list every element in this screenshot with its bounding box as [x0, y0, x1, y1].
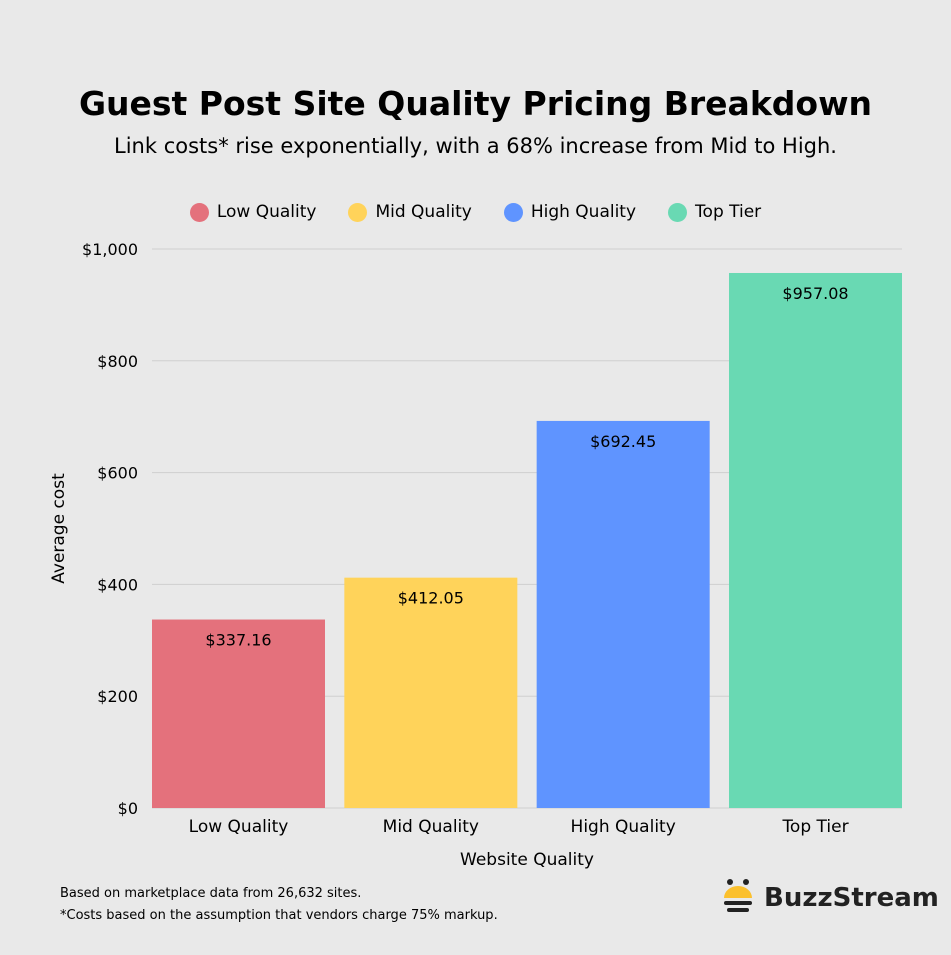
bar-top-tier [729, 272, 902, 808]
y-tick-label: $800 [97, 352, 138, 371]
legend-item: High Quality [503, 202, 637, 222]
x-tick-label: Mid Quality [383, 817, 479, 837]
x-tick-label: High Quality [571, 817, 676, 837]
data-label: $692.45 [590, 432, 656, 451]
bar-high-quality [536, 420, 710, 808]
y-tick-label: $0 [118, 799, 138, 818]
legend: Low Quality Mid Quality High Quality Top Ti… [0, 202, 951, 222]
footnote-source: Based on marketplace data from 26,632 si… [60, 886, 362, 901]
x-axis-label: Website Quality [460, 850, 594, 870]
data-label: $337.16 [205, 631, 271, 650]
legend-item: Mid Quality [348, 202, 472, 222]
legend-swatch [348, 202, 368, 222]
legend-item: Top Tier [668, 202, 761, 222]
legend-swatch [503, 202, 523, 222]
bee-icon [724, 879, 752, 912]
legend-label: Mid Quality [375, 202, 472, 222]
chart-subtitle: Link costs* rise exponentially, with a 6… [114, 134, 837, 158]
data-label: $412.05 [398, 589, 464, 608]
y-tick-label: $600 [97, 464, 138, 483]
chart-title: Guest Post Site Quality Pricing Breakdow… [78, 84, 873, 123]
legend-item: Low Quality [189, 202, 317, 222]
x-tick-label: Top Tier [781, 817, 848, 837]
legend-label: Top Tier [695, 202, 762, 222]
bar-mid-quality [344, 577, 518, 808]
legend-swatch [668, 202, 688, 222]
y-tick-label: $1,000 [82, 240, 138, 259]
y-tick-label: $200 [97, 687, 138, 706]
buzzstream-logo: BuzzStream [722, 878, 939, 918]
bar-low-quality [152, 619, 325, 808]
legend-label: High Quality [530, 202, 637, 222]
y-axis-label: Average cost [49, 473, 69, 584]
data-label: $957.08 [782, 284, 848, 303]
logo-text: BuzzStream [764, 883, 939, 913]
legend-label: Low Quality [216, 202, 317, 222]
x-tick-label: Low Quality [189, 817, 289, 837]
y-tick-label: $400 [97, 575, 138, 594]
footnote-markup: *Costs based on the assumption that vend… [60, 908, 498, 923]
legend-swatch [189, 202, 209, 222]
